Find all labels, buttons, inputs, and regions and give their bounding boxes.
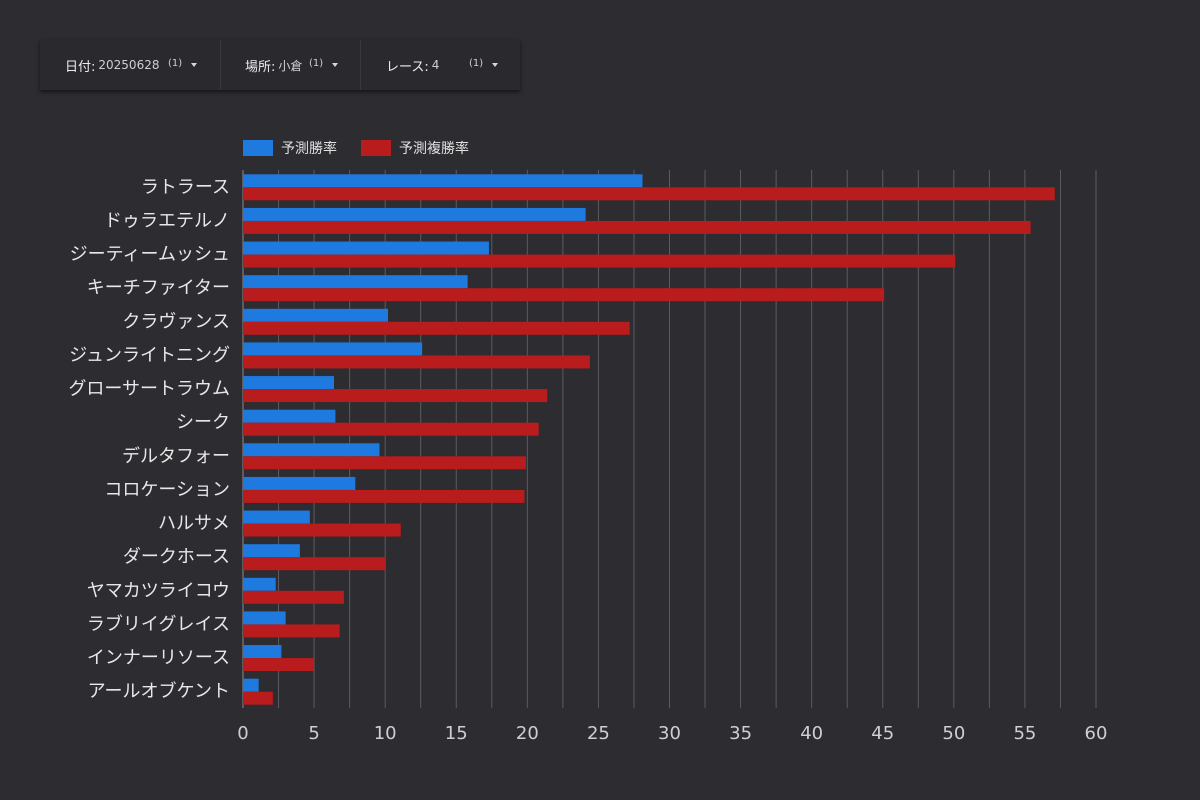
bar-place-rate[interactable] xyxy=(243,254,956,268)
bar-place-rate[interactable] xyxy=(243,557,386,571)
category-label: インナーリソース xyxy=(87,648,230,669)
x-tick-label: 15 xyxy=(445,723,468,744)
x-tick-label: 50 xyxy=(942,723,965,744)
bar-place-rate[interactable] xyxy=(243,220,1031,234)
bar-place-rate[interactable] xyxy=(243,691,273,705)
bars xyxy=(243,174,1055,705)
race-filter-count: (1) xyxy=(469,58,484,69)
bar-win-rate[interactable] xyxy=(243,443,380,457)
category-label: コロケーション xyxy=(104,479,230,500)
category-label: ダークホース xyxy=(123,547,230,568)
category-label: デルタフォー xyxy=(122,446,230,467)
legend-item-place[interactable]: 予測複勝率 xyxy=(361,138,469,158)
bar-win-rate[interactable] xyxy=(243,275,468,289)
x-tick-label: 55 xyxy=(1013,723,1036,744)
category-label: ハルサメ xyxy=(158,513,230,534)
category-label: シーク xyxy=(176,412,230,433)
bar-place-rate[interactable] xyxy=(243,624,340,638)
x-tick-label: 35 xyxy=(729,723,752,744)
x-tick-label: 25 xyxy=(587,723,610,744)
bar-place-rate[interactable] xyxy=(243,422,539,436)
bar-win-rate[interactable] xyxy=(243,645,282,659)
bar-win-rate[interactable] xyxy=(243,476,356,490)
category-label: ラブリイグレイス xyxy=(87,613,230,635)
bar-win-rate[interactable] xyxy=(243,409,336,423)
bar-place-rate[interactable] xyxy=(243,288,885,302)
race-filter-value: 4 xyxy=(431,58,440,72)
race-filter[interactable]: レース: 4 (1) xyxy=(360,40,520,90)
bar-win-rate[interactable] xyxy=(243,174,643,188)
category-labels: ラトラースドゥラエテルノジーティームッシュキーチファイタークラヴァンスジュンライ… xyxy=(68,177,230,702)
bar-win-rate[interactable] xyxy=(243,308,389,322)
bar-place-rate[interactable] xyxy=(243,590,344,604)
category-label: ジュンライトニング xyxy=(69,345,230,366)
caret-down-icon[interactable] xyxy=(492,63,498,67)
date-filter-value: 20250628 xyxy=(98,58,160,72)
bar-win-rate[interactable] xyxy=(243,577,276,591)
bar-win-rate[interactable] xyxy=(243,342,423,356)
bar-win-rate[interactable] xyxy=(243,241,489,255)
x-tick-label: 5 xyxy=(308,723,319,744)
date-filter-label: 日付: xyxy=(65,59,96,75)
x-tick-label: 10 xyxy=(374,723,397,744)
bar-place-rate[interactable] xyxy=(243,321,630,335)
legend-swatch-win xyxy=(243,140,273,156)
category-label: グローサートラウム xyxy=(68,379,230,400)
x-axis-ticks: 0 5 10 15 20 25 30 35 40 45 50 55 60 xyxy=(237,723,1107,744)
category-label: アールオブケント xyxy=(88,680,230,702)
caret-down-icon[interactable] xyxy=(191,63,197,67)
x-tick-label: 30 xyxy=(658,723,681,744)
place-filter[interactable]: 場所: 小倉 (1) xyxy=(220,40,360,90)
x-tick-label: 40 xyxy=(800,723,823,744)
filter-bar: 日付: 20250628 (1) 場所: 小倉 (1) レース: 4 (1) xyxy=(40,40,520,90)
bar-place-rate[interactable] xyxy=(243,389,548,403)
bar-win-rate[interactable] xyxy=(243,678,259,692)
bar-place-rate[interactable] xyxy=(243,489,525,503)
date-filter[interactable]: 日付: 20250628 (1) xyxy=(40,40,220,90)
bar-win-rate[interactable] xyxy=(243,510,310,524)
bar-win-rate[interactable] xyxy=(243,207,586,221)
legend-label-place: 予測複勝率 xyxy=(399,141,469,157)
date-filter-count: (1) xyxy=(168,58,183,69)
legend-swatch-place xyxy=(361,140,391,156)
category-label: ラトラース xyxy=(141,177,230,198)
category-label: クラヴァンス xyxy=(122,311,230,332)
place-filter-count: (1) xyxy=(309,58,324,69)
legend-label-win: 予測勝率 xyxy=(281,141,337,157)
bar-place-rate[interactable] xyxy=(243,658,315,672)
category-label: ヤマカツライコウ xyxy=(87,580,230,601)
bar-place-rate[interactable] xyxy=(243,456,526,470)
bar-place-rate[interactable] xyxy=(243,187,1055,201)
bar-win-rate[interactable] xyxy=(243,611,286,625)
x-tick-label: 0 xyxy=(237,723,248,744)
place-filter-value: 小倉 xyxy=(278,58,303,73)
bar-place-rate[interactable] xyxy=(243,355,590,369)
x-tick-label: 20 xyxy=(516,723,539,744)
caret-down-icon[interactable] xyxy=(332,63,338,67)
x-tick-label: 60 xyxy=(1085,723,1108,744)
chart-legend: 予測勝率 予測複勝率 xyxy=(243,138,493,158)
category-label: ドゥラエテルノ xyxy=(104,210,230,231)
bar-win-rate[interactable] xyxy=(243,544,300,558)
bar-win-rate[interactable] xyxy=(243,376,334,390)
race-filter-label: レース: xyxy=(386,59,429,75)
bar-place-rate[interactable] xyxy=(243,523,401,537)
x-tick-label: 45 xyxy=(871,723,894,744)
category-label: キーチファイター xyxy=(87,278,230,299)
category-label: ジーティームッシュ xyxy=(70,244,230,265)
legend-item-win[interactable]: 予測勝率 xyxy=(243,138,337,158)
place-filter-label: 場所: xyxy=(245,59,276,75)
